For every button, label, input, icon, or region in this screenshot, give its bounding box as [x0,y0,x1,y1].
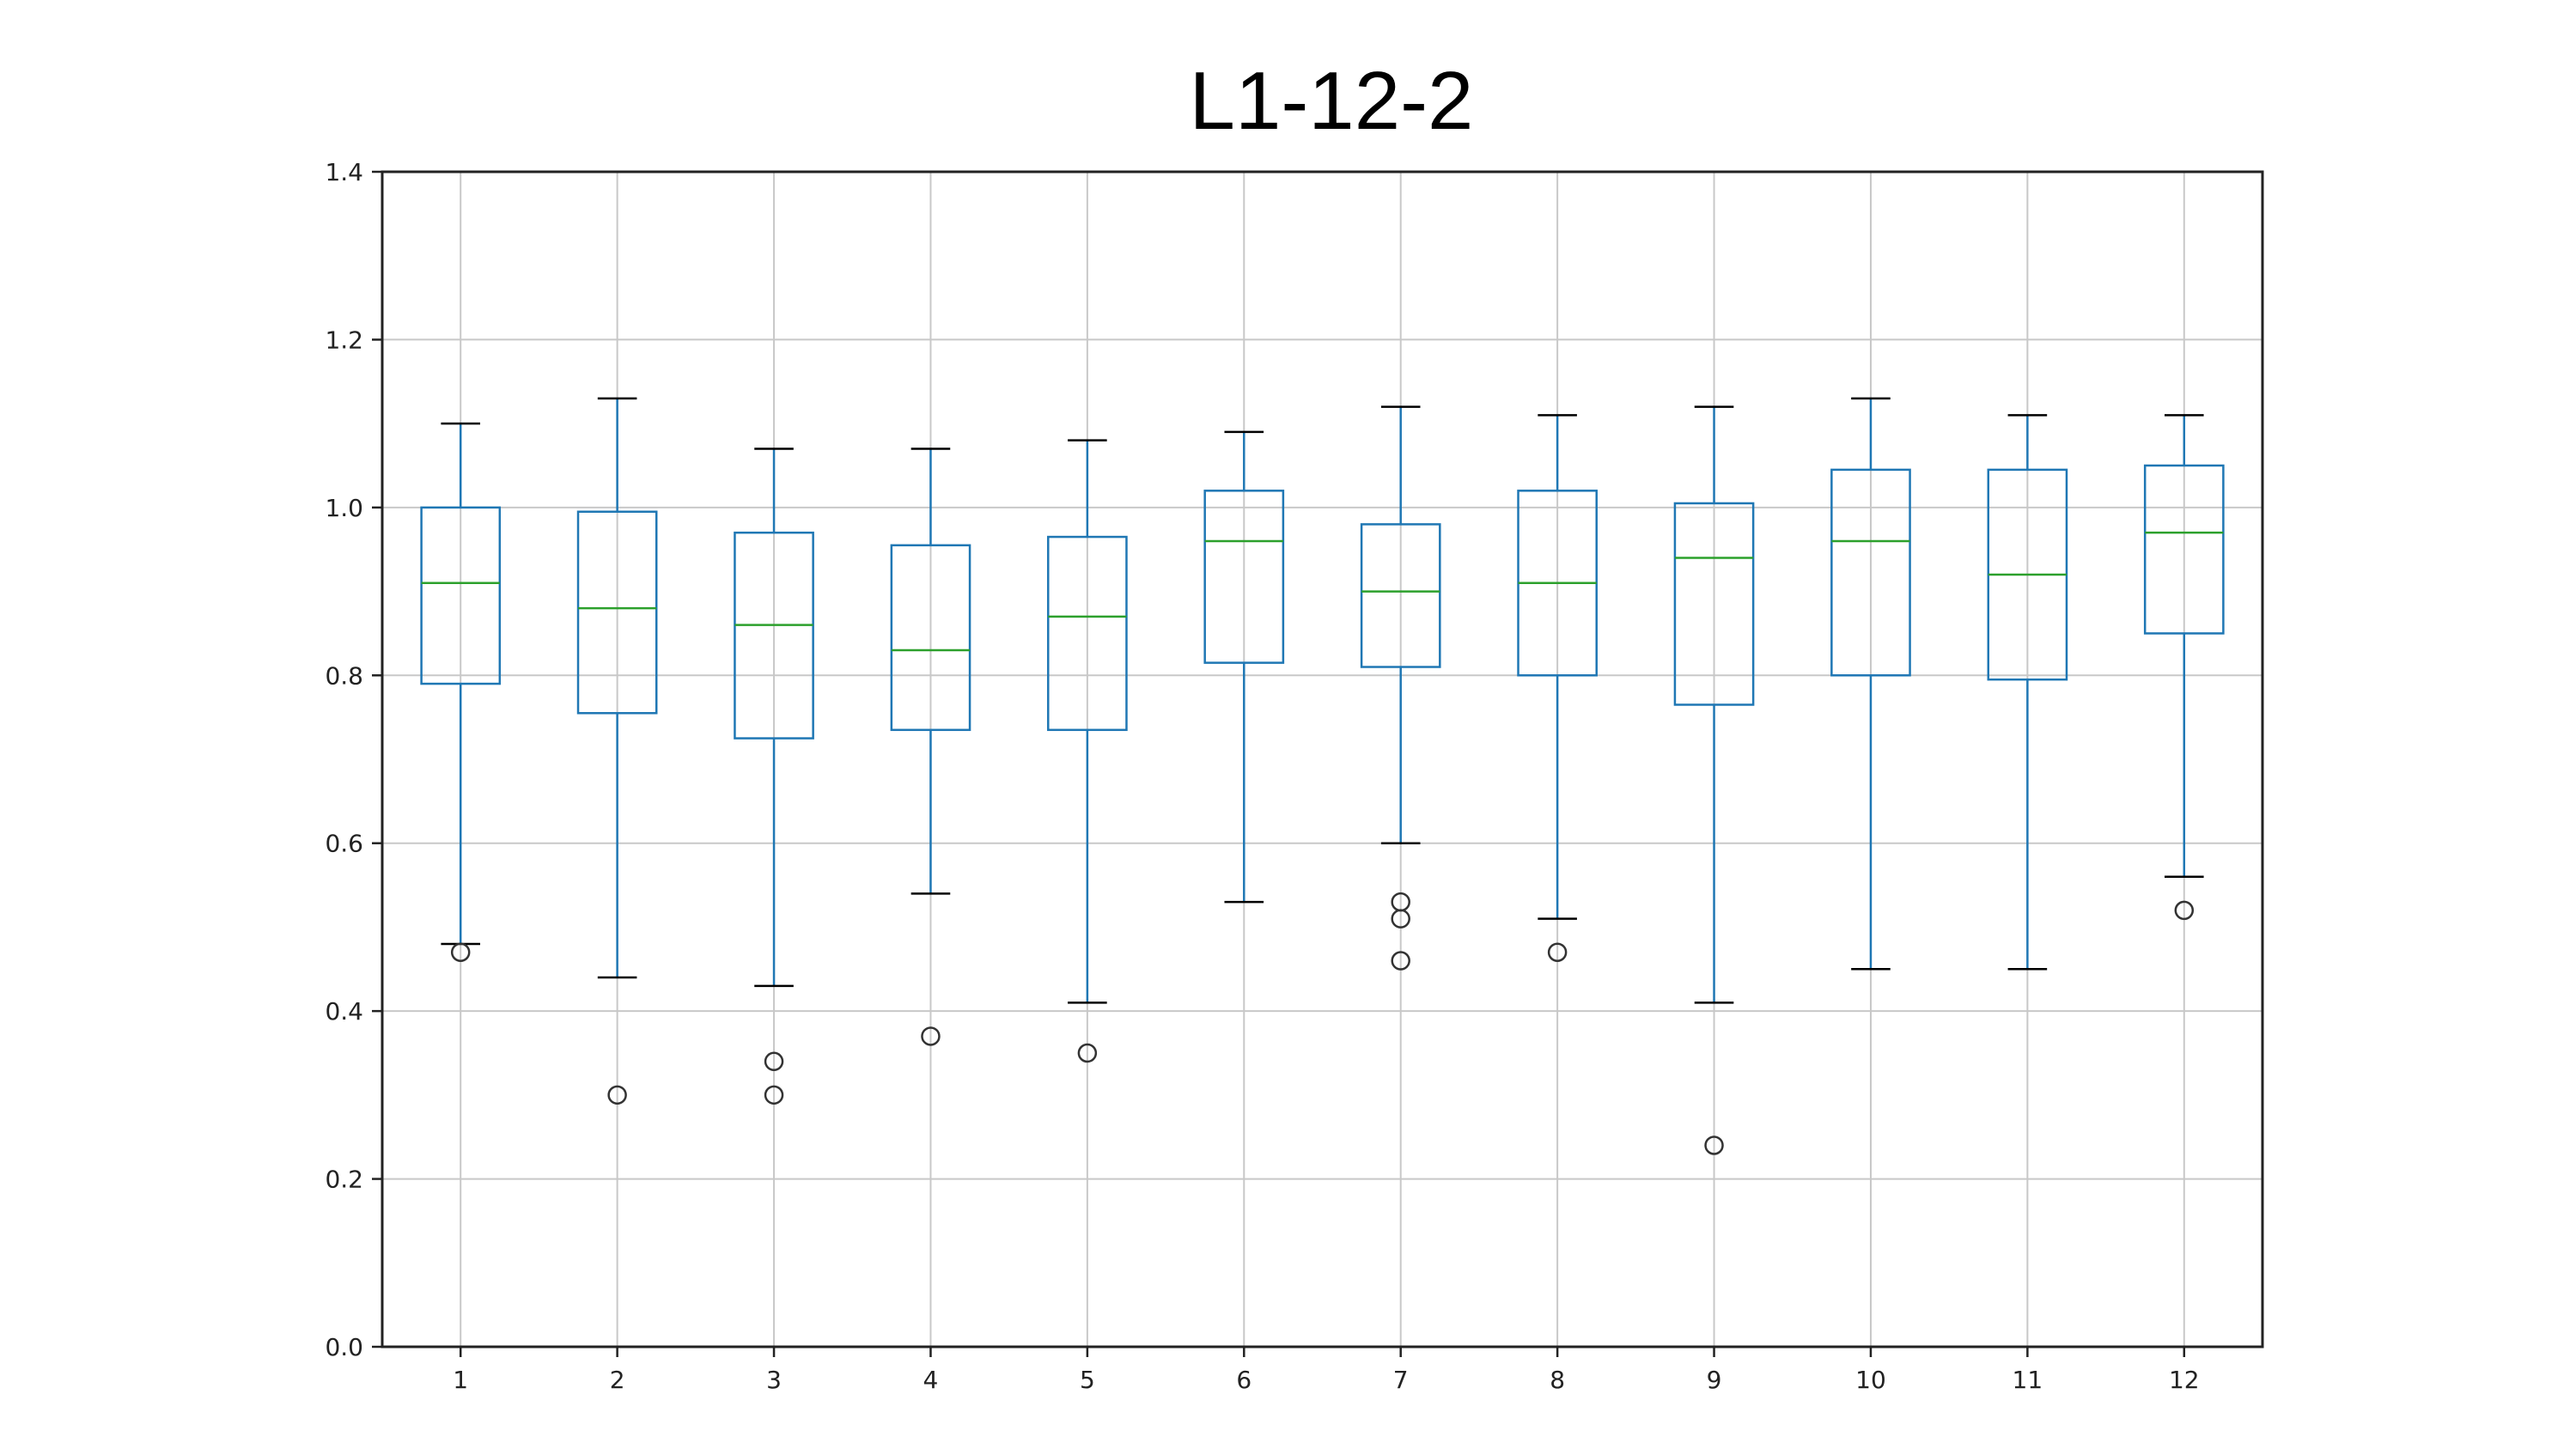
axis-ticks: 0.00.20.40.60.81.01.21.41 2 3 4 5 6 7 8 9 10 11 12 [325,158,2199,1394]
iqr-box [1047,535,1128,732]
box-2 [576,397,658,1105]
outlier-point [1391,951,1410,971]
y-tick-label: 1.2 [325,326,363,354]
y-tick-label: 1.0 [325,494,363,522]
outlier-point [2174,900,2195,921]
x-tick-label: 8 [1550,1366,1565,1394]
x-tick-label: 2 [610,1366,625,1394]
iqr-box [734,531,814,740]
x-tick-label: 9 [1707,1366,1722,1394]
y-tick-label: 0.8 [325,661,363,690]
iqr-box [1360,523,1441,668]
iqr-box [1830,468,1911,677]
iqr-box [2143,464,2225,635]
iqr-box [576,510,658,715]
outlier-point [921,1026,941,1046]
y-tick-label: 0.2 [325,1166,363,1194]
grid-lines [382,171,2262,1348]
outlier-point [764,1051,784,1072]
iqr-box [890,544,971,732]
box-5 [1047,439,1128,1063]
outlier-point [1547,942,1568,962]
y-tick-label: 0.6 [325,830,363,858]
box-12 [2143,414,2225,921]
outlier-point [1077,1043,1098,1063]
x-tick-label: 4 [923,1366,939,1394]
y-tick-label: 1.4 [325,158,363,186]
x-tick-label: 7 [1393,1366,1409,1394]
iqr-box [1673,502,1755,706]
outlier-point [1704,1135,1724,1155]
y-tick-label: 0.0 [325,1333,363,1361]
iqr-box [1203,490,1285,664]
box-8 [1517,414,1598,962]
outlier-point [764,1085,784,1105]
x-tick-label: 12 [2169,1366,2200,1394]
x-tick-label: 5 [1080,1366,1095,1394]
outlier-point [1391,909,1410,928]
box-9 [1673,405,1755,1155]
outlier-point [607,1085,627,1105]
box-11 [1987,414,2068,971]
y-tick-label: 0.4 [325,997,363,1026]
x-tick-label: 10 [1855,1366,1886,1394]
x-tick-label: 6 [1236,1366,1251,1394]
plot-area-frame [381,170,2264,1349]
outlier-point [450,942,471,962]
box-7 [1360,405,1441,971]
x-tick-label: 3 [766,1366,782,1394]
x-tick-label: 1 [453,1366,468,1394]
box-6 [1203,430,1285,904]
chart-title: L1-12-2 [1189,55,1474,147]
box-10 [1830,397,1911,971]
iqr-box [420,506,502,685]
box-3 [734,447,814,1105]
box-1 [420,422,502,962]
x-tick-label: 11 [2013,1366,2043,1394]
box-4 [890,447,971,1046]
boxes [420,397,2225,1155]
